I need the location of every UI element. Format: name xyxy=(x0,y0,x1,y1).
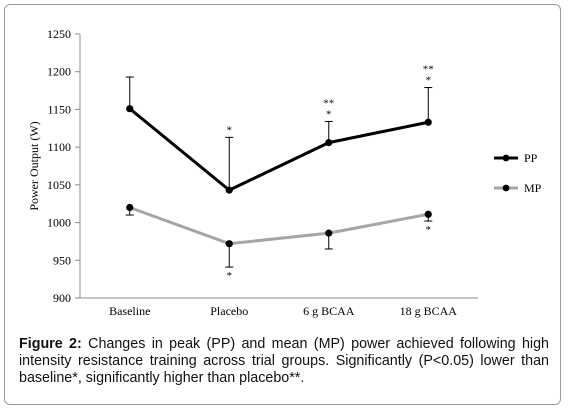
y-tick-label: 1200 xyxy=(47,65,71,79)
series-line-pp xyxy=(128,107,429,192)
data-point xyxy=(126,105,134,113)
data-point xyxy=(325,139,333,147)
data-point xyxy=(126,203,134,212)
y-axis-title: Power Output (W) xyxy=(27,121,41,210)
significance-marker: ** xyxy=(423,64,434,76)
series-line-mp xyxy=(129,206,429,246)
x-tick-label: 18 g BCAA xyxy=(400,304,458,318)
y-tick-label: 950 xyxy=(53,253,71,267)
y-tick-label: 1050 xyxy=(47,178,71,192)
x-tick-label: Baseline xyxy=(109,304,150,318)
legend-label: PP xyxy=(524,151,538,165)
significance-marker: * xyxy=(227,124,233,136)
data-point xyxy=(225,186,233,194)
significance-marker: * xyxy=(227,270,233,282)
caption-label: Figure 2: xyxy=(19,336,82,352)
figure-caption: Figure 2: Changes in peak (PP) and mean … xyxy=(19,336,549,387)
y-tick-label: 900 xyxy=(53,291,71,305)
y-tick-label: 1250 xyxy=(47,27,71,41)
y-tick-label: 1100 xyxy=(47,140,71,154)
x-tick-label: 6 g BCAA xyxy=(303,304,355,318)
y-tick-label: 1000 xyxy=(47,216,71,230)
legend-swatch-marker xyxy=(502,154,510,162)
caption-text: Changes in peak (PP) and mean (MP) power… xyxy=(19,336,550,386)
legend-swatch-marker xyxy=(502,184,510,192)
data-point xyxy=(325,229,333,237)
legend-label: MP xyxy=(524,181,542,195)
data-point xyxy=(225,240,233,248)
significance-marker: ** xyxy=(323,97,334,109)
line-chart: 900 950 1000 1050 1100 1150 1200 1250 Baseline Pl… xyxy=(27,27,542,318)
significance-marker: * xyxy=(326,108,332,120)
y-tick-label: 1150 xyxy=(47,102,71,116)
x-tick-label: Placebo xyxy=(210,304,248,318)
significance-marker: * xyxy=(426,75,432,87)
significance-marker: * xyxy=(426,224,432,236)
figure-frame xyxy=(4,4,561,405)
data-point xyxy=(424,210,432,218)
data-point xyxy=(424,118,432,126)
